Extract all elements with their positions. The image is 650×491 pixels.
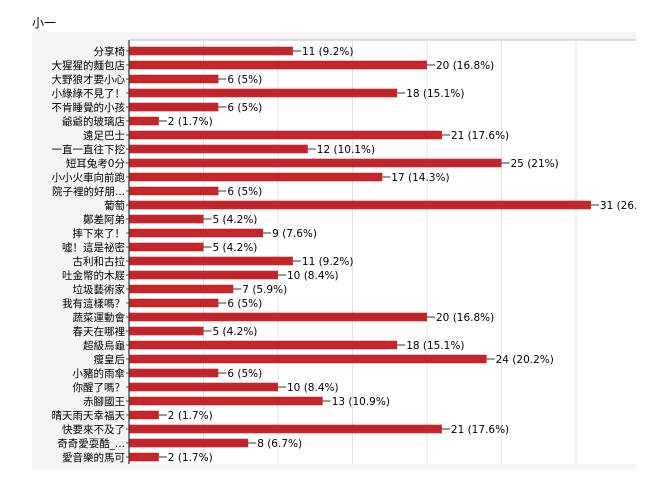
category-label: 赤腳國王 [83,396,125,408]
bar [129,256,293,266]
data-label: 10 (8.4%) [287,270,339,282]
data-label: 11 (9.2%) [302,46,354,58]
bar [129,74,219,84]
data-label: 17 (14.3%) [391,172,449,184]
data-label: 21 (17.6%) [451,130,509,142]
data-label: 6 (5%) [227,74,262,86]
bar [129,410,159,420]
bar [129,228,264,238]
data-label: 8 (6.7%) [257,438,302,450]
category-label: 摔下來了！ [73,227,126,240]
bar [129,438,249,448]
category-label: 不肯睡覺的小孩 [52,101,126,114]
data-label: 6 (5%) [227,102,262,114]
bar [129,214,204,224]
category-label: 小綠綠不見了！ [52,88,126,100]
bar [129,242,204,252]
data-label: 9 (7.6%) [272,228,317,240]
category-label: 你醒了嗎？ [73,381,126,394]
data-label: 24 (20.2%) [496,354,554,366]
category-label: 奇奇愛耍酷_... [57,437,125,450]
bar-chart: 分享椅 11 (9.2%) 大猩猩的麵包店 20 (16.8%) 大野狼才要小心 6 (5… [52,39,636,464]
category-label: 鄭差阿弟 [83,213,125,226]
bar [129,200,591,210]
data-label: 7 (5.9%) [242,284,287,296]
data-label: 2 (1.7%) [168,116,213,128]
bar [129,46,293,56]
category-label: 我有這樣嗎？ [62,297,125,310]
data-label: 13 (10.9%) [332,396,390,408]
data-label: 2 (1.7%) [168,452,213,464]
category-label: 爺爺的玻璃店 [62,115,125,128]
bar [129,186,219,196]
category-label: 蔬菜運動會 [73,311,126,324]
page-title: 小一 [32,16,57,30]
bar [129,172,383,182]
category-label: 分享椅 [94,45,126,58]
data-label: 18 (15.1%) [406,340,464,352]
category-label: 大猩猩的麵包店 [52,59,126,72]
bar [129,270,278,280]
bar [129,130,442,140]
category-label: 遠足巴士 [83,129,125,142]
bar [129,368,219,378]
data-label: 31 (26.1% [600,200,636,212]
data-label: 2 (1.7%) [168,410,213,422]
bar [129,60,427,70]
category-label: 短耳兔考0分 [66,157,126,170]
data-label: 20 (16.8%) [436,312,494,324]
data-label: 21 (17.6%) [451,424,509,436]
bar [129,312,427,322]
bar [129,452,159,462]
chart-panel: 分享椅 11 (9.2%) 大猩猩的麵包店 20 (16.8%) 大野狼才要小心 6 (5… [32,32,636,470]
bar [129,382,278,392]
bar [129,424,442,434]
category-label: 院子裡的好朋... [52,185,125,198]
bar [129,158,502,168]
category-label: 小小火車向前跑 [52,171,126,184]
data-label: 18 (15.1%) [406,88,464,100]
category-label: 瘦皇后 [94,353,126,366]
data-label: 12 (10.1%) [317,144,375,156]
bar [129,116,159,126]
bar [129,354,487,364]
data-label: 5 (4.2%) [213,326,258,338]
category-label: 吐金幣的木屐 [62,269,125,282]
category-label: 超級烏龜 [83,339,125,352]
bar [129,396,323,406]
category-label: 晴天雨天幸福天 [52,409,126,422]
bar [129,326,204,336]
data-label: 25 (21%) [511,158,559,170]
category-label: 春天在哪裡 [73,325,126,338]
category-label: 快要來不及了 [62,424,125,436]
data-label: 6 (5%) [227,298,262,310]
category-label: 古利和古拉 [73,255,126,268]
category-label: 小豬的雨傘 [73,367,126,380]
bar [129,340,398,350]
category-label: 垃圾藝術家 [73,283,126,296]
category-label: 葡萄 [104,199,125,212]
data-label: 5 (4.2%) [213,214,258,226]
bar [129,102,219,112]
bar [129,284,234,294]
bar [129,144,308,154]
category-label: 愛音樂的馬可 [62,451,125,464]
bar [129,88,398,98]
data-label: 5 (4.2%) [213,242,258,254]
data-label: 10 (8.4%) [287,382,339,394]
data-label: 20 (16.8%) [436,60,494,72]
data-label: 11 (9.2%) [302,256,354,268]
data-label: 6 (5%) [227,186,262,198]
category-label: 一直一直往下挖 [52,143,126,156]
data-label: 6 (5%) [227,368,262,380]
category-label: 大野狼才要小心 [52,73,126,86]
bar [129,298,219,308]
category-label: 噓！這是祕密 [62,241,125,254]
